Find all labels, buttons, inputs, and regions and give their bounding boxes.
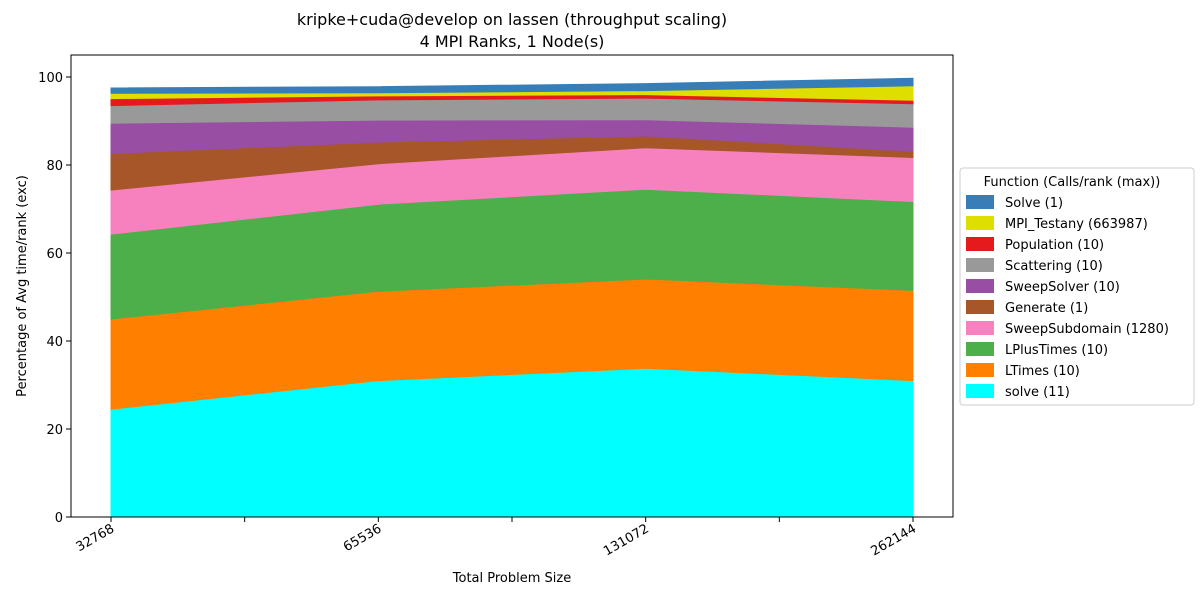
- x-tick-label: 262144: [869, 521, 919, 559]
- y-axis-label: Percentage of Avg time/rank (exc): [15, 175, 30, 397]
- legend-label: MPI_Testany (663987): [1005, 217, 1148, 232]
- x-axis-label: Total Problem Size: [452, 571, 571, 586]
- legend-label: SweepSolver (10): [1005, 280, 1120, 295]
- legend-label: SweepSubdomain (1280): [1005, 322, 1169, 337]
- x-axis: 32768 65536 131072 262144: [74, 517, 919, 559]
- area-layers: [110, 77, 914, 518]
- legend-swatch: [966, 384, 994, 398]
- y-tick-label: 80: [46, 159, 63, 174]
- area-series-9: [110, 77, 914, 94]
- legend-swatch: [966, 279, 994, 293]
- legend-label: LPlusTimes (10): [1005, 343, 1108, 358]
- chart-title: kripke+cuda@develop on lassen (throughpu…: [297, 10, 727, 29]
- legend: Function (Calls/rank (max)) Solve (1) MPI…: [959, 167, 1195, 406]
- legend-swatch: [966, 342, 994, 356]
- legend-label: Scattering (10): [1005, 259, 1103, 274]
- y-tick-label: 40: [46, 335, 63, 350]
- legend-label: Generate (1): [1005, 301, 1088, 316]
- y-tick-label: 100: [38, 71, 63, 86]
- legend-frame: [959, 167, 1195, 406]
- legend-label: Solve (1): [1005, 196, 1063, 211]
- y-tick-label: 20: [46, 423, 63, 438]
- y-tick-label: 0: [55, 511, 63, 526]
- x-tick-label: 65536: [341, 521, 384, 555]
- y-axis: 0 20 40 60 80 100: [38, 71, 71, 526]
- legend-swatch: [966, 237, 994, 251]
- legend-swatch: [966, 363, 994, 377]
- chart-subtitle: 4 MPI Ranks, 1 Node(s): [420, 32, 605, 51]
- y-tick-label: 60: [46, 247, 63, 262]
- legend-label: Population (10): [1005, 238, 1104, 253]
- legend-swatch: [966, 321, 994, 335]
- x-tick-label: 32768: [74, 521, 117, 555]
- x-tick-label: 131072: [601, 521, 651, 559]
- legend-swatch: [966, 258, 994, 272]
- legend-swatch: [966, 216, 994, 230]
- legend-swatch: [966, 300, 994, 314]
- legend-title: Function (Calls/rank (max)): [984, 175, 1161, 190]
- legend-swatch: [966, 195, 994, 209]
- legend-label: LTimes (10): [1005, 364, 1080, 379]
- legend-label: solve (11): [1005, 385, 1070, 400]
